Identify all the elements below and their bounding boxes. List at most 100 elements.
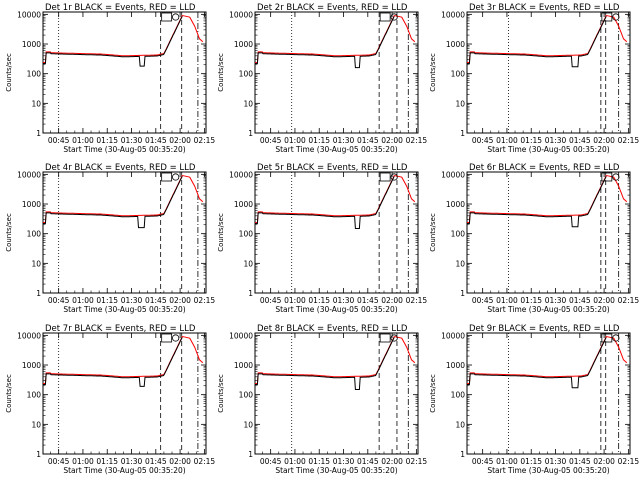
y-tick-label: 10000 bbox=[441, 331, 465, 340]
events-series-line bbox=[43, 16, 183, 67]
y-tick-label: 10 bbox=[31, 99, 41, 108]
saturation-box bbox=[161, 333, 173, 343]
x-axis-label: Start Time (30-Aug-05 00:35:20) bbox=[275, 145, 397, 154]
x-tick-label: 01:15 bbox=[520, 296, 542, 305]
x-axis-label: Start Time (30-Aug-05 00:35:20) bbox=[63, 305, 185, 314]
plot-frame bbox=[466, 171, 631, 294]
x-tick-label: 01:30 bbox=[545, 457, 567, 466]
lld-series-line bbox=[43, 175, 204, 223]
chart-panel-1: Det 1r BLACK = Events, RED = LLD 1 10 100 10… bbox=[5, 3, 215, 154]
y-tick-label: 1 bbox=[248, 289, 253, 298]
y-tick-label: 1000 bbox=[446, 361, 465, 370]
x-tick-label: 00:45 bbox=[48, 457, 70, 466]
x-tick-label: 01:15 bbox=[520, 457, 542, 466]
x-tick-label: 01:30 bbox=[545, 136, 567, 145]
y-axis-label: Counts/sec bbox=[429, 53, 437, 92]
x-tick-label: 00:45 bbox=[260, 296, 282, 305]
x-tick-label: 01:30 bbox=[121, 457, 143, 466]
y-tick-label: 1 bbox=[460, 289, 465, 298]
y-tick-label: 1 bbox=[460, 450, 465, 459]
events-series-line bbox=[467, 337, 607, 389]
x-tick-label: 02:15 bbox=[406, 296, 428, 305]
y-axis-label: Counts/sec bbox=[5, 53, 13, 92]
lld-series-line bbox=[43, 15, 204, 63]
y-tick-label: 1000 bbox=[22, 200, 41, 209]
saturation-circle bbox=[172, 13, 180, 21]
y-axis-label: Counts/sec bbox=[217, 53, 225, 92]
y-tick-label: 1 bbox=[248, 129, 253, 138]
x-tick-label: 02:00 bbox=[169, 457, 191, 466]
chart-title: Det 1r BLACK = Events, RED = LLD bbox=[45, 3, 196, 13]
events-series-line bbox=[467, 176, 607, 228]
lld-series-line bbox=[255, 175, 416, 223]
y-tick-label: 10 bbox=[455, 99, 465, 108]
lld-series-line bbox=[467, 336, 628, 384]
x-tick-label: 02:00 bbox=[169, 136, 191, 145]
y-tick-label: 10000 bbox=[441, 170, 465, 179]
x-axis-label: Start Time (30-Aug-05 00:35:20) bbox=[275, 466, 397, 475]
x-tick-label: 01:15 bbox=[308, 296, 330, 305]
x-tick-label: 01:45 bbox=[145, 457, 167, 466]
saturation-circle bbox=[172, 173, 180, 181]
y-tick-label: 100 bbox=[451, 70, 466, 79]
x-tick-label: 01:00 bbox=[72, 296, 94, 305]
x-axis-label: Start Time (30-Aug-05 00:35:20) bbox=[487, 305, 609, 314]
chart-title: Det 9r BLACK = Events, RED = LLD bbox=[469, 324, 620, 334]
y-tick-label: 1000 bbox=[446, 200, 465, 209]
plot-frame bbox=[466, 11, 631, 134]
saturation-box bbox=[601, 12, 613, 22]
x-tick-label: 01:45 bbox=[145, 296, 167, 305]
lld-series-line bbox=[467, 15, 628, 63]
chart-title: Det 3r BLACK = Events, RED = LLD bbox=[469, 3, 620, 13]
x-tick-label: 01:30 bbox=[333, 136, 355, 145]
y-tick-label: 100 bbox=[27, 70, 42, 79]
x-tick-label: 00:45 bbox=[48, 296, 70, 305]
y-tick-label: 10 bbox=[455, 420, 465, 429]
y-tick-label: 100 bbox=[239, 391, 254, 400]
y-tick-label: 10 bbox=[243, 420, 253, 429]
chart-panel-4: Det 4r BLACK = Events, RED = LLD 1 10 100 10… bbox=[5, 163, 215, 314]
chart-panel-7: Det 7r BLACK = Events, RED = LLD 1 10 100 10… bbox=[5, 324, 215, 475]
saturation-box bbox=[601, 333, 613, 343]
y-tick-label: 10000 bbox=[17, 10, 41, 19]
x-tick-label: 01:15 bbox=[96, 296, 118, 305]
saturation-box bbox=[379, 12, 391, 22]
plot-frame bbox=[466, 332, 631, 455]
chart-title: Det 2r BLACK = Events, RED = LLD bbox=[257, 3, 408, 13]
x-tick-label: 01:15 bbox=[96, 136, 118, 145]
y-tick-label: 100 bbox=[451, 230, 466, 239]
x-tick-label: 01:15 bbox=[520, 136, 542, 145]
saturation-box bbox=[161, 172, 173, 182]
x-axis-label: Start Time (30-Aug-05 00:35:20) bbox=[487, 145, 609, 154]
events-series-line bbox=[467, 16, 607, 68]
x-tick-label: 01:00 bbox=[284, 136, 306, 145]
x-tick-label: 01:00 bbox=[284, 296, 306, 305]
x-tick-label: 01:45 bbox=[569, 296, 591, 305]
x-tick-label: 00:45 bbox=[472, 457, 494, 466]
y-tick-label: 10 bbox=[243, 259, 253, 268]
x-axis-label: Start Time (30-Aug-05 00:35:20) bbox=[275, 305, 397, 314]
lld-series-line bbox=[255, 336, 416, 384]
x-tick-label: 01:45 bbox=[569, 136, 591, 145]
x-tick-label: 02:00 bbox=[593, 136, 615, 145]
x-tick-label: 01:30 bbox=[333, 457, 355, 466]
x-axis-label: Start Time (30-Aug-05 00:35:20) bbox=[63, 466, 185, 475]
x-tick-label: 01:00 bbox=[496, 136, 518, 145]
x-tick-label: 02:15 bbox=[406, 457, 428, 466]
plot-frame bbox=[254, 171, 419, 294]
chart-title: Det 7r BLACK = Events, RED = LLD bbox=[45, 324, 196, 334]
saturation-box bbox=[379, 333, 391, 343]
x-tick-label: 02:00 bbox=[169, 296, 191, 305]
events-series-line bbox=[255, 337, 395, 390]
y-tick-label: 100 bbox=[27, 391, 42, 400]
x-tick-label: 02:15 bbox=[194, 296, 216, 305]
events-series-line bbox=[255, 16, 395, 69]
chart-panel-6: Det 6r BLACK = Events, RED = LLD 1 10 100 10… bbox=[429, 163, 639, 314]
saturation-circle bbox=[612, 334, 620, 342]
x-tick-label: 01:45 bbox=[357, 136, 379, 145]
x-tick-label: 01:30 bbox=[545, 296, 567, 305]
y-axis-label: Counts/sec bbox=[5, 374, 13, 413]
x-tick-label: 02:15 bbox=[194, 457, 216, 466]
saturation-circle bbox=[612, 173, 620, 181]
